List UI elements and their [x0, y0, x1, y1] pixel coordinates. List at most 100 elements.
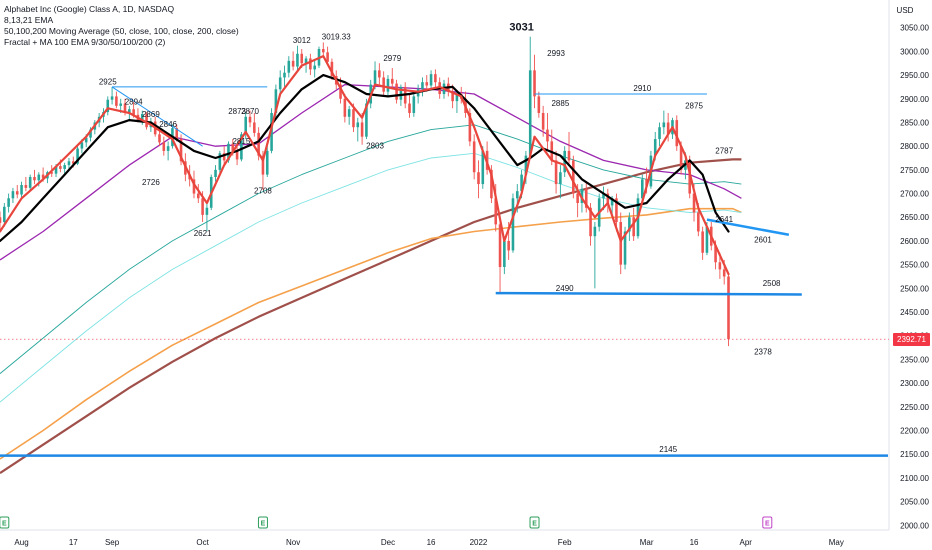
price-annotation: 2993: [547, 49, 565, 58]
candle-body: [278, 77, 282, 90]
y-tick-label: 2800.00: [900, 142, 929, 151]
candle-body: [399, 86, 403, 100]
candle-body: [84, 137, 88, 143]
legend-fractal: Fractal + MA 100 EMA 9/30/50/100/200 (2): [4, 37, 166, 47]
candle-body: [227, 143, 230, 161]
candle-body: [37, 174, 41, 181]
candle-body: [179, 139, 183, 162]
candle-body: [727, 276, 730, 340]
y-tick-label: 2350.00: [900, 355, 929, 364]
price-annotation: 2869: [142, 110, 160, 119]
candle-body: [619, 221, 623, 265]
candle-body: [80, 142, 84, 149]
candle-body: [365, 103, 368, 137]
candle-body: [580, 188, 584, 204]
y-tick-label: 2950.00: [900, 71, 929, 80]
candle-body: [490, 169, 493, 199]
candle-body: [7, 198, 10, 207]
candle-body: [123, 103, 127, 113]
x-tick-label: Nov: [286, 538, 300, 547]
candle-body: [162, 142, 166, 151]
candle-body: [274, 89, 278, 113]
price-annotation: 2925: [99, 78, 117, 87]
chart-legend: Alphabet Inc (Google) Class A, 1D, NASDA…: [4, 4, 239, 48]
candle-body: [554, 160, 558, 185]
candle-body: [3, 206, 6, 222]
candle-body: [722, 269, 726, 277]
candle-body: [192, 179, 196, 194]
candle-body: [697, 212, 700, 232]
price-annotation: 2641: [715, 215, 733, 224]
candle-body: [477, 172, 480, 185]
candle-body: [352, 109, 355, 128]
series-line-ma200_orange: [0, 207, 742, 460]
candle-body: [287, 60, 291, 73]
price-annotation: 2601: [754, 235, 772, 244]
y-tick-label: 2050.00: [900, 498, 929, 507]
candle-body: [322, 49, 325, 53]
candle-body: [270, 112, 273, 151]
candle-body: [546, 129, 549, 142]
y-tick-label: 2850.00: [900, 118, 929, 127]
x-tick-label: Dec: [381, 538, 395, 547]
candle-body: [313, 65, 316, 70]
price-annotation: 2508: [763, 279, 781, 288]
trendline: [111, 86, 203, 147]
x-tick-label: May: [829, 538, 844, 547]
candle-body: [541, 112, 545, 130]
candle-body: [248, 116, 252, 123]
y-tick-label: 2100.00: [900, 474, 929, 483]
candle-body: [524, 155, 528, 175]
price-annotation: 2708: [254, 187, 272, 196]
candle-body: [54, 166, 58, 174]
candle-body: [468, 112, 472, 142]
candle-body: [412, 96, 416, 113]
series-line-ema_slow: [0, 74, 730, 242]
x-tick-label: Feb: [558, 538, 572, 547]
candle-body: [425, 82, 429, 86]
candle-body: [253, 122, 256, 133]
earnings-marker: [762, 516, 773, 529]
y-tick-label: 2650.00: [900, 213, 929, 222]
candle-body: [584, 188, 588, 208]
candle-body: [24, 185, 28, 188]
candle-body: [218, 153, 222, 170]
candle-body: [89, 129, 92, 138]
candle-body: [378, 70, 381, 78]
candle-body: [347, 109, 351, 117]
candle-body: [481, 150, 485, 185]
candle-body: [408, 103, 411, 113]
price-annotation: 2885: [551, 99, 569, 108]
legend-moving-average: 50,100,200 Moving Average (50, close, 10…: [4, 26, 239, 36]
candle-body: [196, 193, 200, 199]
candle-body: [692, 193, 696, 213]
earnings-marker: [0, 516, 10, 529]
x-tick-label: Oct: [196, 538, 209, 547]
y-tick-label: 2250.00: [900, 403, 929, 412]
y-tick-label: 2000.00: [900, 521, 929, 530]
candle-body: [675, 120, 679, 147]
price-annotation: 2145: [659, 445, 677, 454]
candle-body: [658, 127, 661, 140]
candle-body: [602, 193, 605, 199]
candle-body: [515, 191, 519, 199]
candle-body: [231, 143, 235, 151]
price-annotation: 3012: [293, 36, 311, 45]
candle-body: [28, 176, 32, 188]
candle-body: [429, 74, 433, 86]
candle-body: [593, 226, 597, 237]
candle-body: [15, 191, 19, 195]
earnings-marker-label: E: [2, 521, 7, 528]
last-price-tag: 2392.71: [893, 332, 930, 346]
candle-body: [472, 141, 476, 173]
candle-body: [33, 176, 36, 181]
candle-body: [455, 94, 459, 102]
candle-body: [110, 96, 114, 100]
y-tick-label: 2150.00: [900, 450, 929, 459]
candle-body: [257, 132, 260, 156]
series-line-ma-light: [0, 152, 742, 403]
candle-body: [201, 198, 204, 215]
candle-body: [67, 161, 71, 166]
